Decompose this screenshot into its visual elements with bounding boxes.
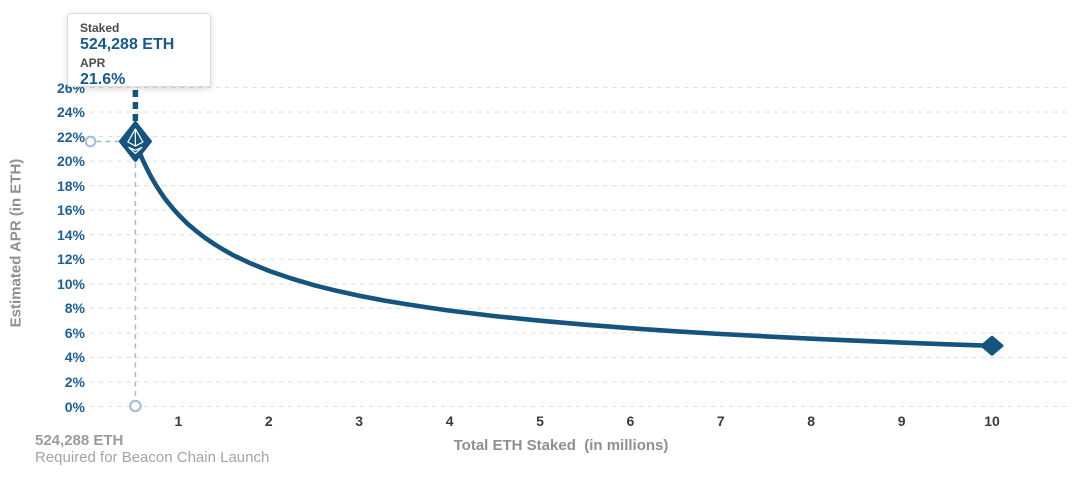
y-tick-label: 0% <box>64 398 85 415</box>
tooltip-apr-value: 21.6% <box>80 71 126 88</box>
apr-curve[interactable] <box>133 139 995 349</box>
y-tick-label: 24% <box>56 104 85 121</box>
ethereum-logo-icon <box>127 128 144 155</box>
y-tick-label: 18% <box>56 177 85 194</box>
x-axis-title: Total ETH Staked (in millions) <box>453 437 669 454</box>
tooltip: Staked 524,288 ETH APR 21.6% <box>67 13 211 88</box>
x-tick-label: 9 <box>897 413 906 429</box>
x-tick-label: 1 <box>174 413 183 429</box>
y-tick-label: 22% <box>56 128 85 145</box>
y-tick-label: 8% <box>64 300 85 317</box>
x-tick-label: 8 <box>807 413 816 429</box>
x-tick-label: 4 <box>445 413 454 429</box>
y-axis-title: Estimated APR (in ETH) <box>7 158 25 328</box>
y-tick-label: 20% <box>56 153 85 170</box>
curve-end-marker[interactable] <box>980 335 1004 356</box>
tooltip-staked-label: Staked <box>80 21 120 35</box>
tooltip-staked-value: 524,288 ETH <box>80 36 175 53</box>
x-tick-label: 7 <box>716 413 725 429</box>
y-tick-label: 4% <box>64 349 85 366</box>
y-axis-intercept-circle <box>84 135 97 148</box>
y-tick-label: 12% <box>56 251 85 268</box>
annotation-description: Required for Beacon Chain Launch <box>35 449 270 466</box>
y-tick-label: 10% <box>56 275 85 292</box>
x-tick-label: 10 <box>984 413 1000 429</box>
x-tick-label: 2 <box>264 413 273 429</box>
beacon-chain-annotation: 524,288 ETH Required for Beacon Chain La… <box>35 432 269 466</box>
x-tick-label: 3 <box>355 413 364 429</box>
tooltip-apr-label: APR <box>80 56 106 70</box>
x-tick-label: 6 <box>626 413 635 429</box>
y-tick-label: 2% <box>64 373 85 390</box>
x-tick-label: 5 <box>536 413 544 429</box>
y-tick-label: 16% <box>56 202 85 219</box>
annotation-eth-amount: 524,288 ETH <box>35 432 124 449</box>
x-axis-intercept-circle <box>129 399 142 413</box>
y-tick-label: 14% <box>56 226 85 243</box>
y-tick-label: 6% <box>64 324 85 341</box>
